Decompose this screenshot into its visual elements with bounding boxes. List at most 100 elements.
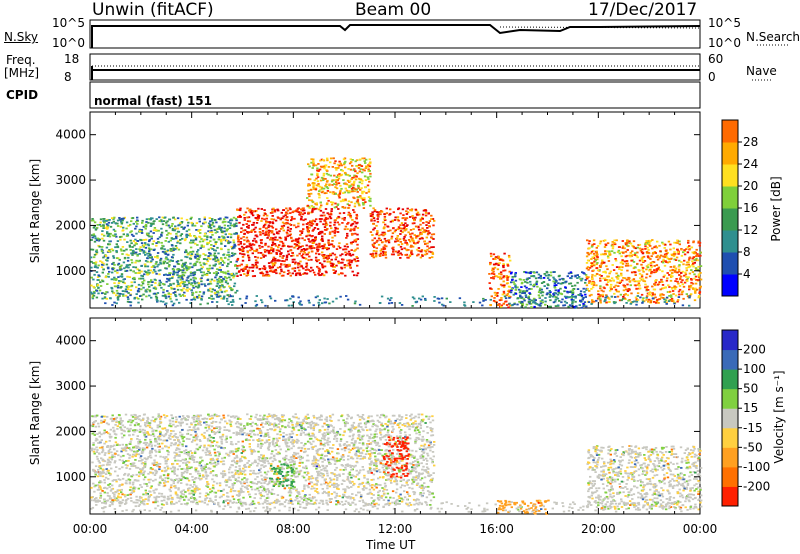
range-gate-cell [417, 225, 420, 228]
range-gate-cell [182, 262, 185, 265]
range-gate-cell [166, 249, 170, 252]
range-gate-cell [271, 244, 274, 246]
range-gate-cell [267, 245, 270, 248]
range-gate-cell [180, 264, 184, 267]
range-gate-cell [614, 258, 617, 260]
noise-right-tick-bottom: 10^0 [708, 36, 741, 50]
range-gate-cell [166, 258, 169, 261]
range-gate-cell [360, 182, 364, 185]
ground-scatter-cell [185, 298, 188, 301]
range-gate-cell [310, 250, 314, 253]
range-gate-cell [236, 259, 239, 261]
range-gate-cell [183, 291, 186, 294]
range-gate-cell [307, 222, 310, 224]
range-gate-cell [184, 238, 187, 240]
range-gate-cell [590, 293, 593, 296]
range-gate-cell [674, 288, 677, 290]
range-gate-cell [623, 285, 626, 288]
range-gate-cell [354, 240, 357, 243]
range-gate-cell [225, 289, 228, 292]
range-gate-cell [332, 486, 336, 488]
range-gate-cell [660, 293, 664, 296]
range-gate-cell [179, 269, 182, 272]
range-gate-cell [396, 239, 400, 242]
range-gate-cell [264, 267, 267, 269]
range-gate-cell [129, 231, 132, 234]
range-gate-cell [262, 486, 265, 489]
ground-scatter-cell [217, 295, 220, 298]
range-gate-cell [248, 266, 251, 269]
range-gate-cell [585, 305, 588, 308]
range-gate-cell [258, 268, 262, 270]
range-gate-cell [297, 211, 300, 213]
range-gate-cell [146, 260, 149, 263]
range-gate-cell [653, 293, 656, 296]
range-gate-cell [328, 215, 332, 218]
range-gate-cell [653, 288, 657, 291]
range-gate-cell [659, 293, 662, 296]
range-gate-cell [153, 286, 157, 288]
range-gate-cell [142, 250, 146, 252]
range-gate-cell [383, 248, 387, 250]
range-gate-cell [162, 262, 166, 264]
range-gate-cell [573, 284, 577, 287]
range-gate-cell [651, 292, 654, 294]
range-gate-cell [666, 257, 669, 260]
range-gate-cell [206, 274, 209, 276]
range-gate-cell [576, 281, 579, 284]
range-gate-cell [136, 268, 139, 271]
range-gate-cell [302, 219, 305, 222]
range-gate-cell [326, 202, 329, 205]
range-gate-cell [207, 288, 210, 291]
range-gate-cell [311, 269, 314, 272]
range-gate-cell [665, 261, 668, 263]
range-gate-cell [312, 206, 315, 209]
range-gate-cell [187, 234, 190, 237]
range-gate-cell [497, 264, 500, 266]
range-gate-cell [351, 241, 355, 243]
range-gate-cell [368, 165, 372, 168]
range-gate-cell [339, 254, 342, 257]
range-gate-cell [260, 208, 263, 210]
range-gate-cell [566, 291, 569, 294]
range-gate-cell [115, 250, 118, 253]
range-gate-cell [206, 486, 210, 488]
range-gate-cell [347, 211, 351, 214]
range-gate-cell [126, 233, 129, 236]
range-gate-cell [688, 245, 691, 247]
range-gate-cell [428, 257, 431, 259]
range-gate-cell [327, 173, 330, 176]
range-gate-cell [668, 258, 671, 260]
range-gate-cell [422, 465, 425, 468]
range-gate-cell [327, 241, 330, 244]
range-gate-cell [699, 272, 702, 274]
range-gate-cell [119, 248, 123, 251]
range-gate-cell [396, 228, 399, 231]
range-gate-cell [292, 210, 295, 213]
range-gate-cell [312, 164, 315, 166]
range-gate-cell [141, 222, 144, 224]
ground-scatter-cell [178, 301, 181, 304]
range-gate-cell [107, 232, 111, 235]
range-gate-cell [116, 245, 119, 248]
range-gate-cell [283, 263, 286, 266]
range-gate-cell [227, 254, 231, 256]
ground-scatter-cell [581, 298, 584, 301]
range-gate-cell [190, 289, 193, 292]
range-gate-cell [106, 231, 109, 233]
ground-scatter-cell [379, 302, 382, 304]
range-gate-cell [214, 259, 217, 262]
range-gate-cell [635, 254, 638, 257]
ground-scatter-cell [380, 295, 384, 298]
range-gate-cell [242, 229, 245, 232]
range-gate-cell [308, 199, 311, 202]
range-gate-cell [242, 236, 245, 238]
range-gate-cell [128, 263, 132, 266]
range-gate-cell [510, 271, 513, 274]
range-gate-cell [349, 229, 352, 232]
range-gate-cell [385, 207, 388, 210]
range-gate-cell [583, 304, 586, 306]
range-gate-cell [624, 277, 627, 280]
range-gate-cell [497, 275, 500, 278]
range-gate-cell [673, 285, 676, 288]
